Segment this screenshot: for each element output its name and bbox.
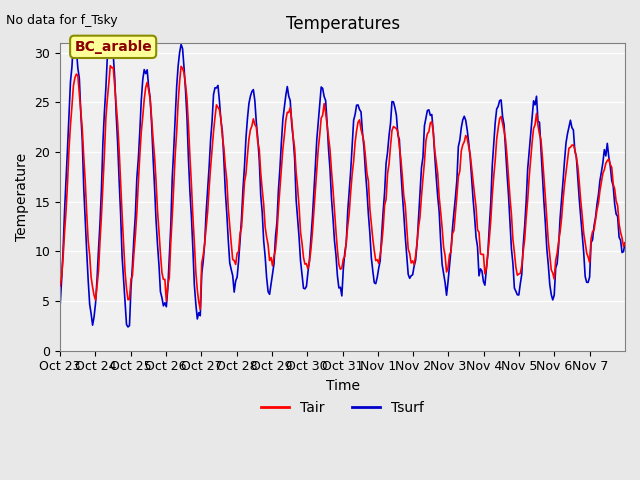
Y-axis label: Temperature: Temperature [15, 153, 29, 241]
Text: No data for f_Tsky: No data for f_Tsky [6, 14, 118, 27]
X-axis label: Time: Time [326, 379, 360, 393]
Title: Temperatures: Temperatures [285, 15, 399, 33]
Legend: Tair, Tsurf: Tair, Tsurf [255, 396, 429, 421]
Text: BC_arable: BC_arable [74, 40, 152, 54]
